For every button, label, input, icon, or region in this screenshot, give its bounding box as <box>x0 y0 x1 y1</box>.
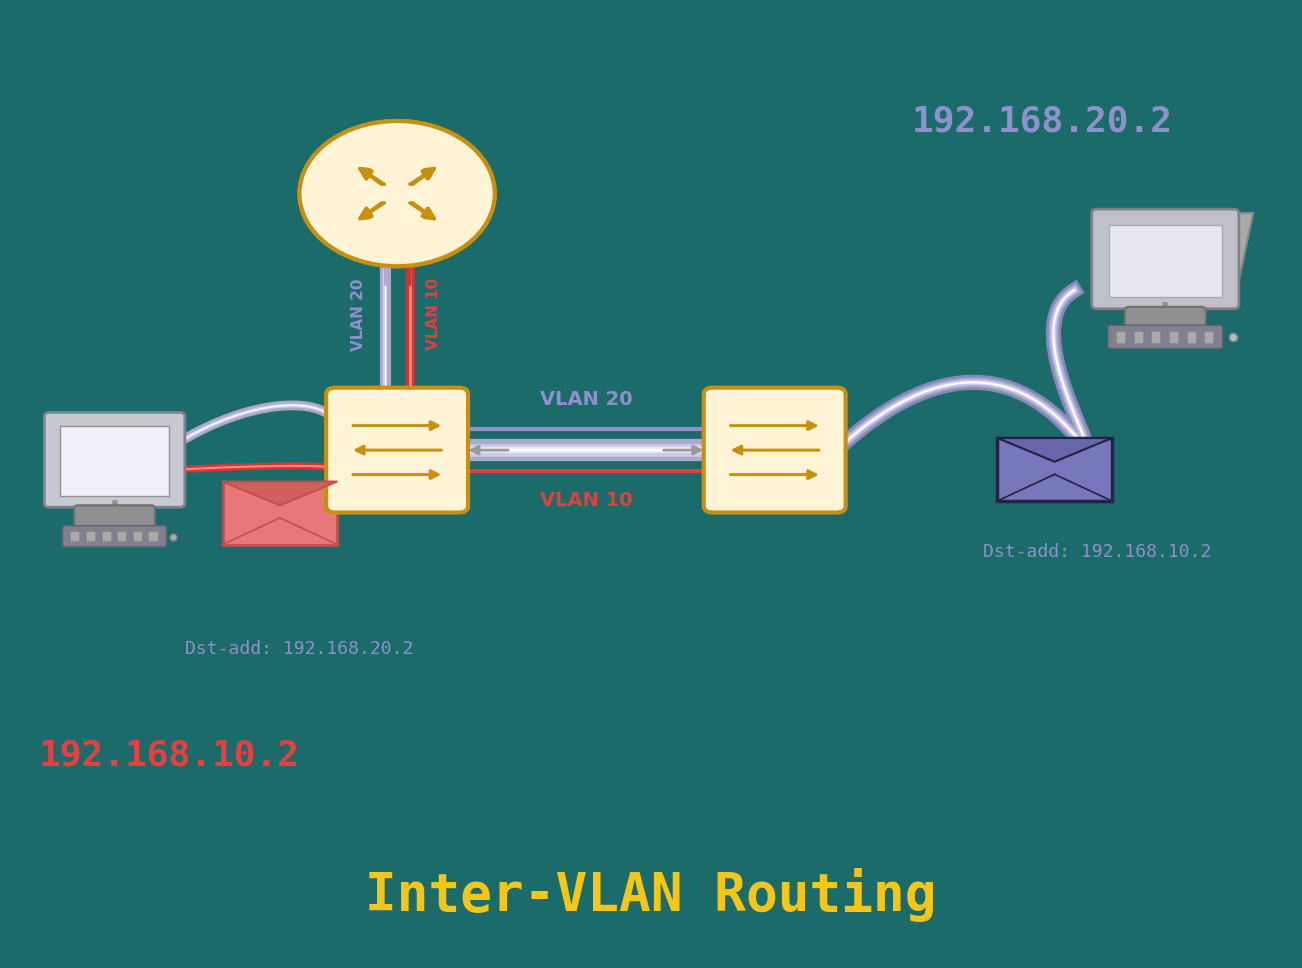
FancyBboxPatch shape <box>1116 331 1125 343</box>
FancyBboxPatch shape <box>703 387 846 513</box>
FancyBboxPatch shape <box>326 387 469 513</box>
Text: Inter-VLAN Routing: Inter-VLAN Routing <box>366 868 936 923</box>
FancyBboxPatch shape <box>1109 225 1221 297</box>
FancyBboxPatch shape <box>1134 331 1143 343</box>
FancyBboxPatch shape <box>1125 307 1206 328</box>
FancyBboxPatch shape <box>62 526 167 547</box>
FancyBboxPatch shape <box>997 438 1112 500</box>
Text: VLAN 10: VLAN 10 <box>426 278 441 350</box>
FancyBboxPatch shape <box>74 505 155 527</box>
Text: Dst-add: 192.168.20.2: Dst-add: 192.168.20.2 <box>185 640 413 657</box>
Circle shape <box>299 121 495 266</box>
Circle shape <box>299 121 495 266</box>
Polygon shape <box>997 438 1112 462</box>
FancyBboxPatch shape <box>1204 331 1213 343</box>
Text: 192.168.20.2: 192.168.20.2 <box>911 104 1172 138</box>
FancyBboxPatch shape <box>223 482 337 544</box>
FancyBboxPatch shape <box>1091 209 1240 309</box>
Text: VLAN 10: VLAN 10 <box>539 491 633 510</box>
FancyBboxPatch shape <box>86 531 95 541</box>
FancyBboxPatch shape <box>44 412 185 507</box>
Polygon shape <box>223 482 337 505</box>
FancyBboxPatch shape <box>1108 325 1223 348</box>
FancyBboxPatch shape <box>133 531 142 541</box>
FancyBboxPatch shape <box>1169 331 1178 343</box>
FancyBboxPatch shape <box>70 531 79 541</box>
Text: Dst-add: 192.168.10.2: Dst-add: 192.168.10.2 <box>983 543 1211 560</box>
Text: VLAN 20: VLAN 20 <box>539 390 633 409</box>
FancyBboxPatch shape <box>60 426 169 496</box>
Polygon shape <box>1096 213 1253 305</box>
FancyBboxPatch shape <box>102 531 111 541</box>
FancyBboxPatch shape <box>1186 331 1195 343</box>
FancyBboxPatch shape <box>117 531 126 541</box>
Text: VLAN 20: VLAN 20 <box>350 278 366 350</box>
FancyBboxPatch shape <box>148 531 158 541</box>
FancyBboxPatch shape <box>1151 331 1160 343</box>
Text: 192.168.10.2: 192.168.10.2 <box>39 738 299 772</box>
